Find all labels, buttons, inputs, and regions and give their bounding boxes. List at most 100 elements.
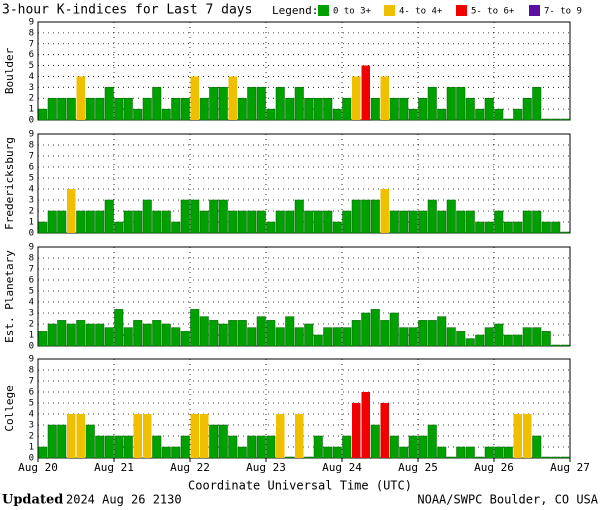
bar [361,312,371,347]
bar [342,327,352,347]
bar [171,327,181,347]
bar [352,76,361,120]
bar [161,108,171,121]
bar [551,221,561,234]
bar [560,118,570,121]
x-tick-label: Aug 21 [94,461,134,474]
bar [247,210,257,234]
bar [313,97,323,121]
bar [171,97,181,121]
bar [456,87,466,121]
bar [475,108,485,121]
bar [85,97,95,121]
bar [427,320,437,347]
bar [304,456,314,459]
bar [228,435,238,459]
bar [295,414,304,458]
y-tick-label: 5 [29,174,34,184]
x-tick-label: Aug 26 [474,461,514,474]
bar [408,435,418,459]
legend-swatch [529,5,540,16]
bar [342,97,352,121]
bar [67,414,76,458]
bar [560,231,570,234]
legend-label: 0 to 3+ [333,7,372,17]
bar [266,435,276,459]
x-tick-label: Aug 24 [322,461,362,474]
y-tick-label: 2 [29,432,34,442]
bar [380,189,389,233]
bar [218,199,228,234]
bar [323,210,333,234]
bar [266,108,276,121]
bar [370,424,380,459]
bar [104,435,114,459]
bar [190,76,199,120]
bar [67,189,76,233]
bar [370,309,380,347]
bar [190,199,200,234]
y-tick-label: 7 [29,377,34,387]
y-tick-label: 5 [29,399,34,409]
bar [475,456,485,459]
bar [332,108,342,121]
bar [209,320,219,347]
bar [503,446,513,459]
bar [494,446,504,459]
bar [522,210,532,234]
bar [85,323,95,347]
bar [199,97,209,121]
bar [57,424,67,459]
bar [418,97,428,121]
bar [342,435,352,459]
bar [85,210,95,234]
bar [446,456,456,459]
bar [133,210,143,234]
bar [446,199,456,234]
bar [285,97,295,121]
y-tick-label: 4 [29,410,34,420]
bar [304,323,314,347]
x-tick-label: Aug 25 [398,461,438,474]
y-axis-title: Boulder [3,47,16,94]
bar [161,210,171,234]
bar [370,97,380,121]
bar [332,446,342,459]
bar [247,435,257,459]
bar [285,316,295,347]
bar [161,446,171,459]
bar [380,76,389,120]
bar [323,446,333,459]
y-tick-label: 1 [29,331,34,341]
bar [123,210,133,234]
x-axis-title: Coordinate Universal Time (UTC) [188,479,412,493]
bar [247,327,257,347]
bar [142,199,152,234]
bar [114,309,124,347]
bar [180,331,190,347]
bar [351,320,361,347]
bar [209,199,219,234]
bar [266,221,276,234]
bar [446,327,456,347]
bar [38,108,48,121]
bar [389,312,399,347]
x-tick-label: Aug 20 [18,461,58,474]
bar [560,456,570,459]
y-tick-label: 1 [29,218,34,228]
bar [218,424,228,459]
bar [161,323,171,347]
bar [47,97,57,121]
y-tick-label: 0 [29,229,34,239]
bar [218,323,228,347]
bar [256,210,266,234]
bar [95,97,105,121]
bar [152,320,162,347]
bar [399,97,409,121]
bar [532,210,542,234]
bar [389,97,399,121]
bar [465,446,475,459]
bar [427,87,437,121]
bar [475,221,485,234]
bar [437,316,447,347]
